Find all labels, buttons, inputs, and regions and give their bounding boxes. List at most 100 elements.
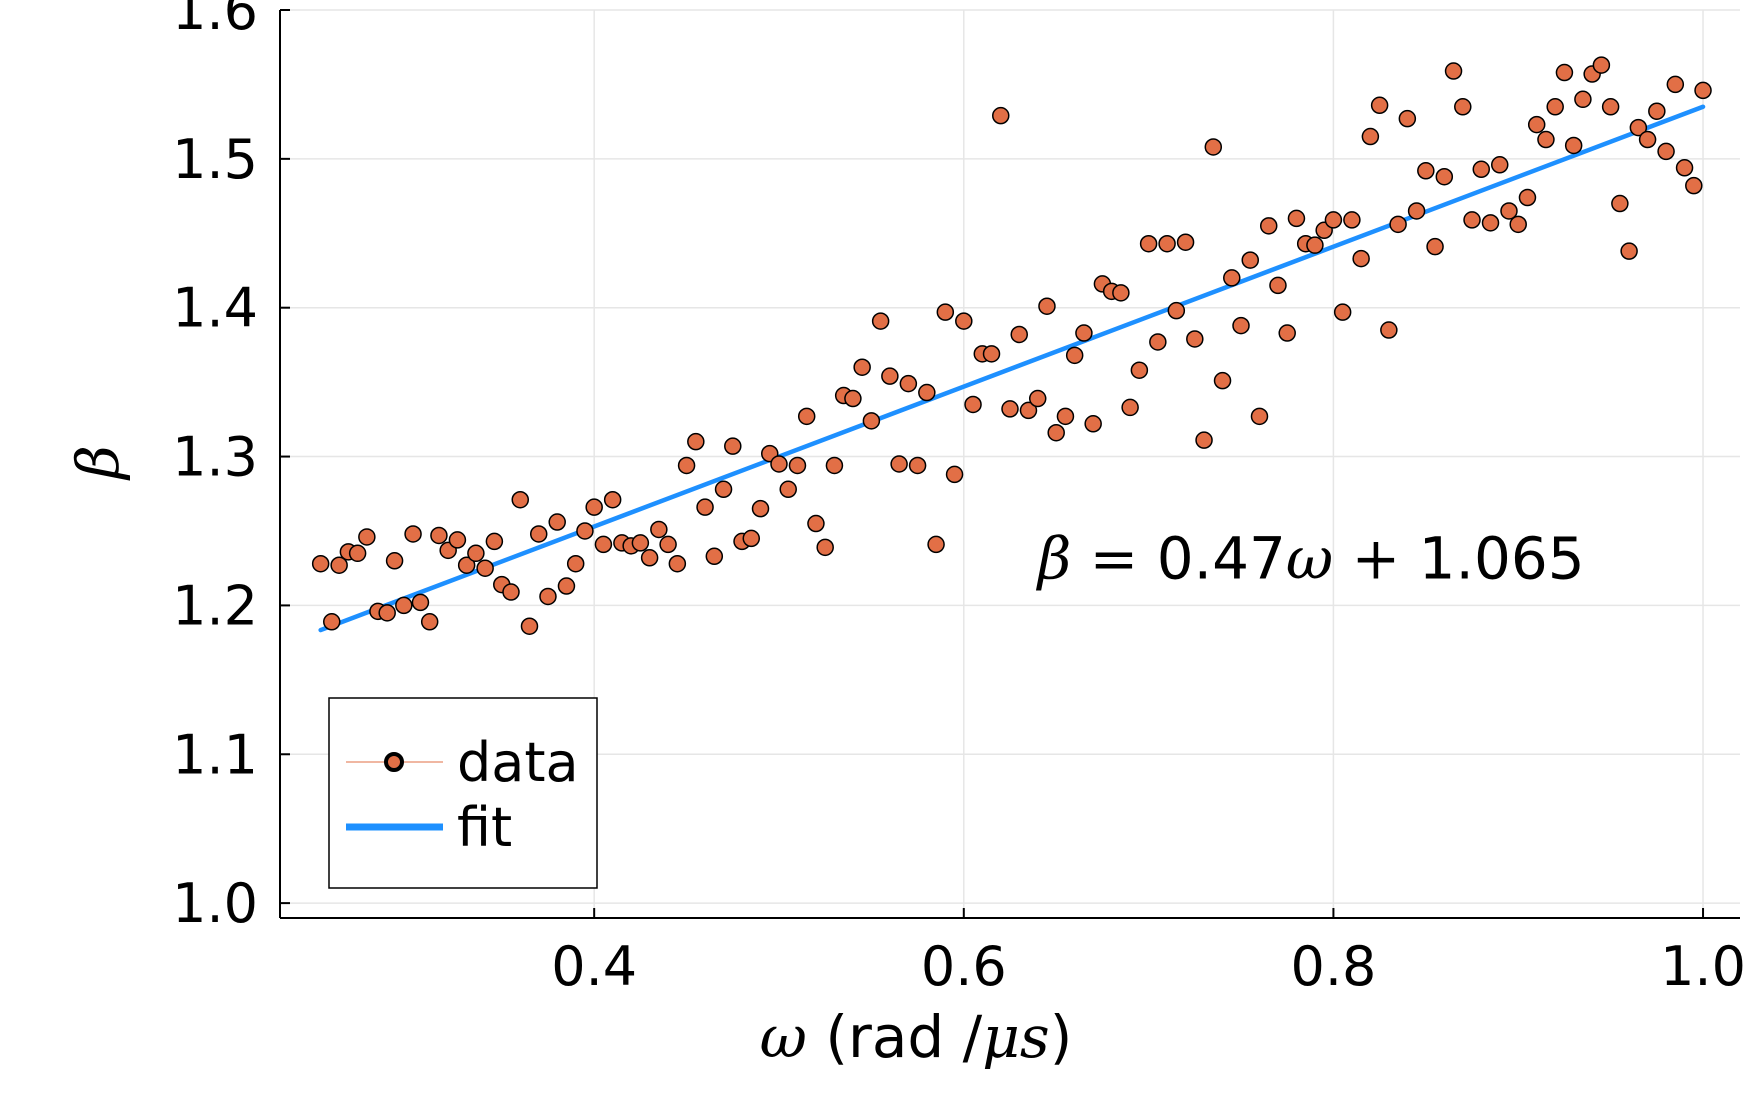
data-point [1287, 209, 1306, 228]
x-tick-label: 1.0 [1660, 935, 1746, 998]
data-point [1176, 233, 1195, 251]
data-point [1370, 96, 1389, 115]
y-tick-label: 1.6 [172, 0, 258, 42]
legend-data-label: data [457, 731, 579, 794]
data-point [1398, 109, 1417, 128]
data-point [936, 303, 955, 321]
data-point [1361, 127, 1380, 146]
legend-fit-label: fit [457, 796, 512, 859]
y-tick-label: 1.0 [172, 872, 258, 935]
data-point [502, 583, 520, 601]
legend: data fit [328, 697, 598, 889]
legend-data-marker [384, 752, 404, 772]
data-point [1186, 330, 1204, 348]
data-point [779, 480, 797, 499]
data-point [687, 432, 705, 451]
y-ticks: 1.0 1.1 1.2 1.3 1.4 1.5 1.6 [172, 0, 290, 935]
data-point [1527, 115, 1546, 134]
data-point [457, 556, 476, 574]
fit-series [318, 104, 1706, 633]
data-point [1250, 407, 1269, 426]
x-tick-label: 0.6 [921, 935, 1007, 998]
data-point [1195, 431, 1213, 449]
data-point [404, 525, 422, 543]
data-point [1213, 371, 1232, 390]
y-tick-label: 1.3 [172, 426, 258, 489]
data-point [348, 544, 367, 563]
data-point [420, 613, 439, 631]
data-point [1278, 324, 1296, 342]
data-point [1694, 81, 1712, 100]
data-point [330, 556, 348, 574]
data-point [1084, 415, 1102, 433]
data-point [430, 526, 448, 545]
axes [279, 10, 1740, 919]
data-point [1574, 90, 1592, 109]
data-point [927, 535, 945, 554]
data-point [1324, 211, 1343, 229]
data-point [1389, 215, 1407, 234]
data-point [724, 437, 742, 455]
data-point [1380, 321, 1398, 339]
data-point [476, 559, 494, 577]
data-point [603, 490, 622, 509]
data-point [385, 552, 404, 570]
data-point [1343, 211, 1361, 229]
data-point [862, 412, 881, 430]
data-point [1444, 62, 1463, 80]
data-point [539, 587, 557, 606]
fit-equation-annotation: β = 0.47ω + 1.065 [1036, 525, 1585, 593]
data-point [1417, 162, 1435, 180]
data-point [1204, 138, 1223, 156]
data-point [1333, 303, 1352, 321]
data-point [1611, 194, 1629, 213]
data-point [1038, 297, 1056, 315]
data-point [594, 535, 613, 554]
data-point [1010, 325, 1028, 344]
data-point [1490, 156, 1509, 174]
data-point [1158, 234, 1176, 253]
x-tick-label: 0.4 [551, 935, 637, 998]
data-point [1601, 98, 1620, 116]
data-point [395, 596, 413, 615]
data-point [1648, 102, 1666, 120]
data-point [1112, 284, 1130, 302]
data-point [705, 547, 724, 566]
data-point [797, 407, 816, 426]
data-point [825, 456, 844, 475]
data-point [1620, 242, 1638, 260]
data-point [955, 312, 973, 330]
data-point [964, 395, 982, 414]
x-axis-label: ω (rad /μs) [760, 1003, 1073, 1071]
data-point [992, 106, 1010, 125]
data-point [1167, 301, 1186, 320]
data-point [585, 498, 603, 516]
data-point [1149, 333, 1167, 351]
data-point [1564, 136, 1583, 155]
data-point [1518, 188, 1537, 207]
y-tick-label: 1.4 [172, 277, 258, 340]
data-point [1121, 398, 1139, 417]
data-point [1509, 215, 1527, 234]
y-tick-label: 1.5 [172, 128, 258, 191]
y-tick-label: 1.2 [172, 574, 258, 637]
data-point [982, 345, 1001, 363]
data-point [566, 554, 585, 573]
data-point [1269, 276, 1287, 295]
data-point [358, 528, 376, 546]
data-point [322, 613, 341, 631]
data-point [631, 534, 650, 552]
data-point [696, 498, 714, 516]
data-point [751, 499, 770, 518]
data-point [1223, 269, 1241, 287]
data-point [1306, 236, 1324, 254]
data-point [1463, 211, 1481, 229]
data-point [1685, 176, 1703, 195]
data-point [378, 604, 396, 622]
data-point [1139, 234, 1158, 253]
y-axis-label: β [64, 445, 132, 481]
data-point [1472, 160, 1491, 179]
x-ticks: 0.4 0.6 0.8 1.0 [551, 908, 1746, 998]
data-point [742, 529, 761, 548]
